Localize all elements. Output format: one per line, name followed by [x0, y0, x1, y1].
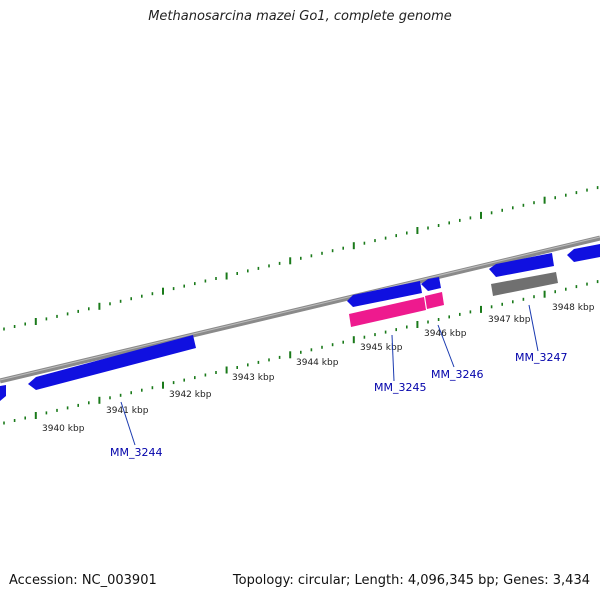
gene-mm-3245[interactable]: [347, 281, 422, 307]
genome-backbone: [0, 235, 600, 384]
gene-labels: MM_3244 MM_3245 MM_3246 MM_3247: [110, 351, 567, 459]
kbp-label: 3946 kbp: [424, 329, 467, 339]
kbp-label: 3943 kbp: [232, 373, 275, 383]
backbone-line: [0, 235, 600, 384]
kbp-scale: 3940 kbp 3941 kbp 3942 kbp 3943 kbp 3944…: [42, 303, 595, 434]
map-title: Methanosarcina mazei Go1, complete genom…: [148, 9, 452, 24]
genome-summary-text: Topology: circular; Length: 4,096,345 bp…: [232, 573, 590, 588]
gene-mm-3247[interactable]: [489, 253, 554, 277]
leader-line: [528, 304, 539, 352]
accession-text: Accession: NC_003901: [9, 573, 157, 588]
gene-mm-3244[interactable]: [28, 335, 196, 390]
gene-mm-3247-gray[interactable]: [491, 272, 558, 296]
leader-line: [437, 324, 455, 368]
leader-line: [391, 334, 395, 382]
kbp-label: 3940 kbp: [42, 424, 85, 434]
ticks-upper-track: [3, 186, 599, 331]
kbp-label: 3941 kbp: [106, 406, 149, 416]
gene-feature[interactable]: [567, 244, 600, 262]
ticks-lower-track: [3, 280, 599, 425]
kbp-label: 3947 kbp: [488, 315, 531, 325]
gene-mm-3245-rna[interactable]: [349, 297, 426, 327]
gene-label-mm-3246[interactable]: MM_3246: [431, 368, 483, 381]
kbp-label: 3948 kbp: [552, 303, 595, 313]
gene-mm-3246[interactable]: [421, 277, 441, 291]
gene-label-mm-3244[interactable]: MM_3244: [110, 446, 162, 459]
backbone-highlight: [0, 236, 600, 381]
gene-leaders: [120, 304, 539, 446]
gene-mm-3245-rna-cap[interactable]: [425, 292, 444, 309]
gene-label-mm-3245[interactable]: MM_3245: [374, 381, 426, 394]
kbp-label: 3945 kbp: [360, 343, 403, 353]
kbp-label: 3942 kbp: [169, 390, 212, 400]
gene-feature[interactable]: [0, 385, 6, 401]
gene-label-mm-3247[interactable]: MM_3247: [515, 351, 567, 364]
gene-track: [0, 244, 600, 401]
kbp-label: 3944 kbp: [296, 358, 339, 368]
leader-line: [120, 401, 136, 446]
